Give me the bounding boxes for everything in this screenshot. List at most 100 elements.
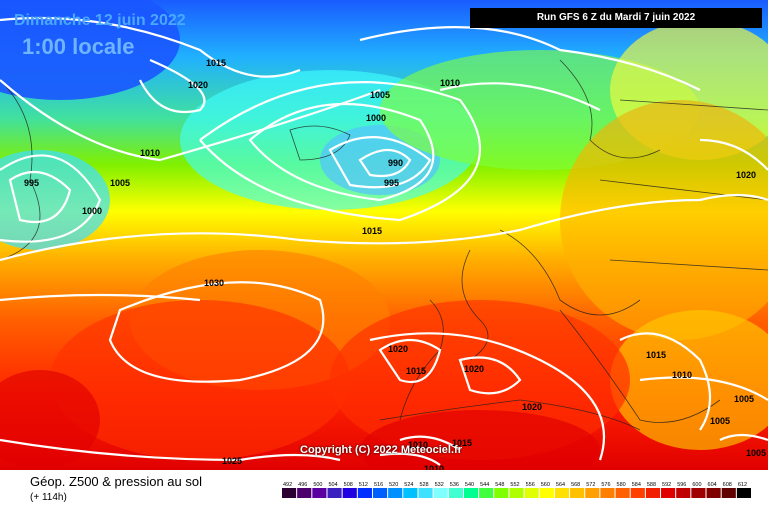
legend-value: 556 (526, 482, 535, 488)
isobar-label: 1015 (362, 226, 382, 236)
legend-value: 612 (738, 482, 747, 488)
legend-swatch (615, 488, 630, 498)
geopotential-field (0, 0, 768, 470)
legend-value: 608 (723, 482, 732, 488)
isobar-label: 1010 (408, 440, 428, 450)
map-title: Géop. Z500 & pression au sol (30, 474, 202, 489)
legend-value: 548 (495, 482, 504, 488)
legend-value: 492 (283, 482, 292, 488)
isobar-label: 1000 (82, 206, 102, 216)
legend-swatch (342, 488, 357, 498)
isobar-label: 1020 (522, 402, 542, 412)
forecast-offset: (+ 114h) (30, 492, 67, 503)
legend-value: 532 (435, 482, 444, 488)
legend-swatch (509, 488, 524, 498)
legend-value: 552 (510, 482, 519, 488)
legend-swatch (463, 488, 479, 498)
legend-value: 512 (359, 482, 368, 488)
legend-swatch (676, 488, 691, 498)
isobars (0, 16, 768, 466)
legend-swatch (585, 488, 600, 498)
isobar-label: 1010 (140, 148, 160, 158)
isobar-label: 1015 (406, 366, 426, 376)
legend-swatch (524, 488, 539, 498)
legend-swatch (661, 488, 676, 498)
isobar-label: 1000 (366, 113, 386, 123)
legend-swatch (433, 488, 448, 498)
isobar-label: 1010 (672, 370, 692, 380)
isobar-label: 1005 (710, 416, 730, 426)
legend-swatch (554, 488, 570, 498)
legend-value: 500 (313, 482, 322, 488)
legend-value: 528 (419, 482, 428, 488)
legend-swatch (479, 488, 494, 498)
isobar-label: 1010 (440, 78, 460, 88)
legend-value: 504 (328, 482, 337, 488)
legend-value: 524 (404, 482, 413, 488)
isobar-label: 1020 (736, 170, 756, 180)
isobar-label: 995 (384, 178, 399, 188)
legend-swatch (539, 488, 554, 498)
forecast-time: 1:00 locale (22, 34, 135, 59)
legend-swatch (372, 488, 388, 498)
legend-swatch (736, 488, 751, 498)
legend-swatch (297, 488, 312, 498)
isobar-label: 1030 (204, 278, 224, 288)
isobar-label: 1005 (746, 448, 766, 458)
legend-swatch (312, 488, 327, 498)
legend-value: 592 (662, 482, 671, 488)
legend-value: 588 (647, 482, 656, 488)
forecast-date: Dimanche 12 juin 2022 (14, 12, 186, 29)
legend-value: 584 (632, 482, 641, 488)
weather-map: 1015 1020 1010 1005 995 1000 1010 1005 1000 990 99… (0, 0, 768, 470)
legend-swatch (388, 488, 403, 498)
isobar-label: 995 (24, 178, 39, 188)
legend-value: 536 (450, 482, 459, 488)
legend-swatch (706, 488, 721, 498)
legend-swatch (570, 488, 585, 498)
legend-value: 604 (708, 482, 717, 488)
legend-value: 560 (541, 482, 550, 488)
legend-swatch (721, 488, 736, 498)
legend-value: 568 (571, 482, 580, 488)
isobar-label: 1020 (388, 344, 408, 354)
legend-value: 600 (692, 482, 701, 488)
coastlines (0, 59, 768, 431)
isobar-label: 1005 (370, 90, 390, 100)
copyright-notice: Copyright (C) 2022 Meteociel.fr (300, 444, 462, 456)
legend-value: 520 (389, 482, 398, 488)
legend-swatch (418, 488, 433, 498)
isobar-label: 1020 (464, 364, 484, 374)
isobar-label: 990 (388, 158, 403, 168)
isobar-label: 1005 (734, 394, 754, 404)
legend-value: 508 (344, 482, 353, 488)
legend-value: 596 (677, 482, 686, 488)
model-run-banner: Run GFS 6 Z du Mardi 7 juin 2022 (470, 8, 762, 28)
legend-swatch (630, 488, 645, 498)
legend-swatch (327, 488, 342, 498)
isobar-label: 1005 (110, 178, 130, 188)
legend-swatch (403, 488, 418, 498)
isobar-label: 1015 (206, 58, 226, 68)
legend-swatch (691, 488, 706, 498)
legend-value: 576 (601, 482, 610, 488)
legend-swatch (448, 488, 463, 498)
legend-swatch (600, 488, 615, 498)
isobar-label: 1025 (222, 456, 242, 466)
legend-value: 580 (617, 482, 626, 488)
legend-value: 544 (480, 482, 489, 488)
legend-swatch (282, 488, 297, 498)
legend-swatch (645, 488, 661, 498)
isobar-label: 1015 (646, 350, 666, 360)
legend-swatch (357, 488, 372, 498)
isobar-label: 1015 (452, 438, 472, 448)
legend-value: 516 (374, 482, 383, 488)
legend-value: 572 (586, 482, 595, 488)
isobar-label: 1020 (188, 80, 208, 90)
isobar-label: 1010 (424, 464, 444, 470)
color-scale-legend: 492 496 500 504 508 512 516 520 524 528 532 536 540 5… (282, 482, 751, 498)
legend-value: 564 (556, 482, 565, 488)
legend-value: 540 (465, 482, 474, 488)
legend-value: 496 (298, 482, 307, 488)
legend-swatch (494, 488, 509, 498)
